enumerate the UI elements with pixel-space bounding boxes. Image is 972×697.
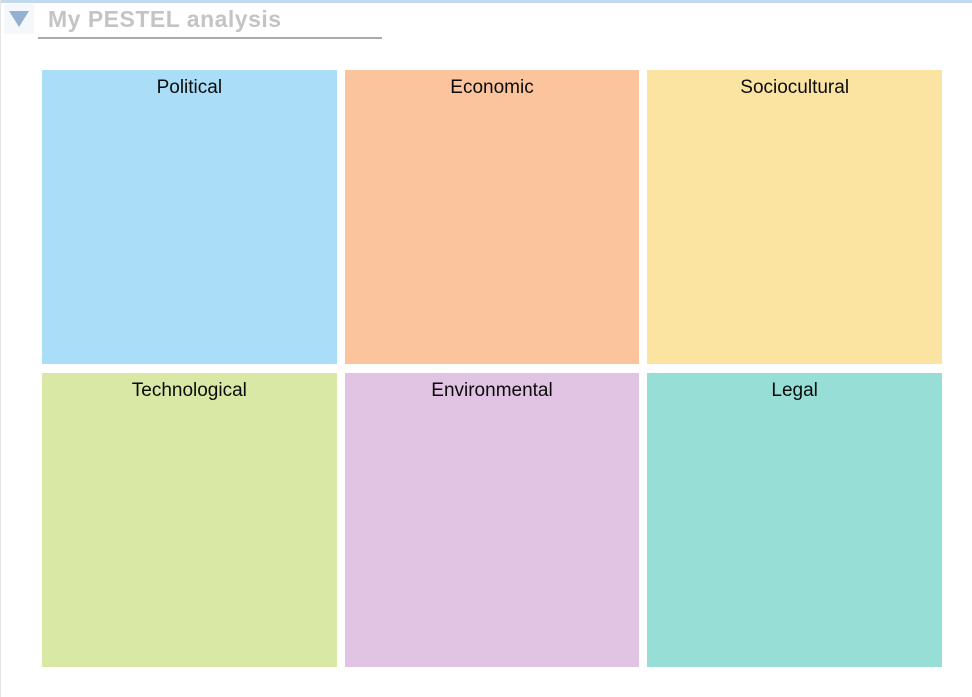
pestel-cell-technological[interactable]: Technological: [42, 373, 337, 667]
collapse-button[interactable]: [4, 4, 34, 34]
title-underline: [38, 37, 382, 39]
cell-label-technological: Technological: [131, 380, 247, 401]
cell-label-legal: Legal: [771, 380, 818, 401]
pestel-cell-environmental[interactable]: Environmental: [344, 373, 640, 667]
pestel-cell-legal[interactable]: Legal: [647, 373, 942, 667]
triangle-down-icon: [9, 11, 29, 27]
pestel-cell-economic[interactable]: Economic: [344, 70, 640, 364]
cell-label-environmental: Environmental: [431, 380, 553, 401]
top-accent-line: [1, 0, 972, 3]
pestel-cell-sociocultural[interactable]: Sociocultural: [647, 70, 942, 364]
pestel-grid: Political Economic Sociocultural Technol…: [42, 70, 942, 667]
page-title[interactable]: My PESTEL analysis: [48, 6, 282, 32]
cell-label-economic: Economic: [450, 77, 534, 98]
cell-label-sociocultural: Sociocultural: [740, 77, 850, 98]
pestel-cell-political[interactable]: Political: [42, 70, 337, 364]
cell-label-political: Political: [156, 77, 223, 98]
